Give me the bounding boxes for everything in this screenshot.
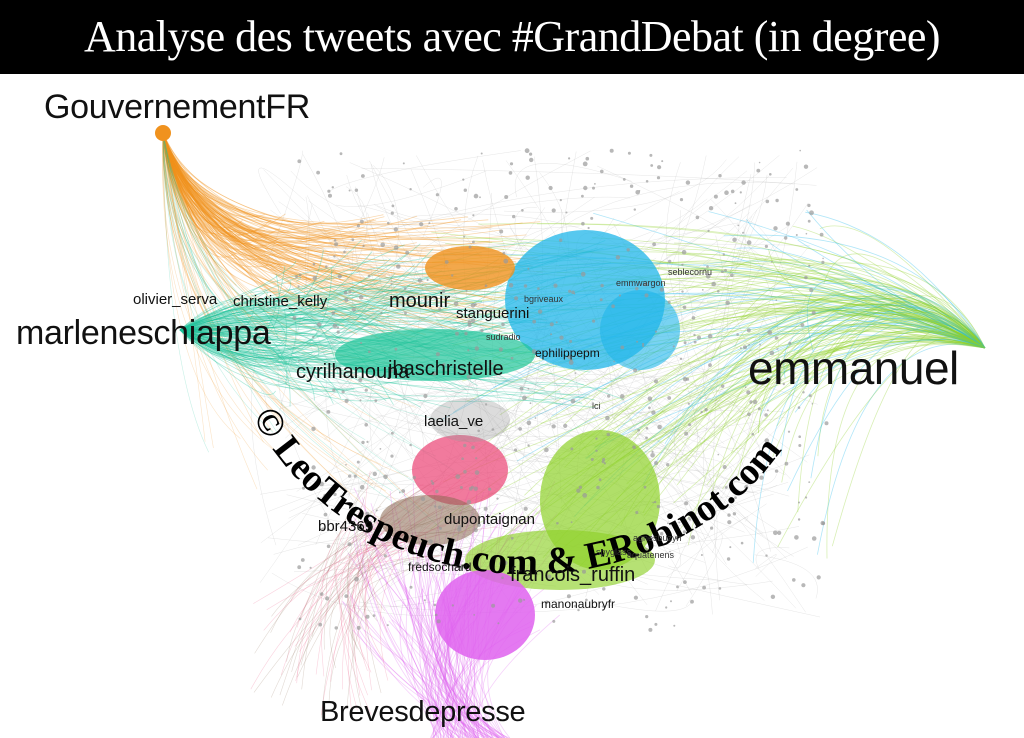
watermark-text: © LeoTrespeuch.com & ERobinot.com [245,400,790,584]
node-label-bgriveaux: bgriveaux [524,294,564,304]
network-graph: © LeoTrespeuch.com & ERobinot.com [155,125,986,738]
clusters-layer [335,230,680,660]
node-label-agnesbuzyn: agnesbuzyn [633,533,682,543]
node-label-cyrilhanouna: cyrilhanouna [296,361,410,383]
node-label-fredsochard: fredsochard [408,560,472,574]
gouvernementfr-node [155,125,171,141]
node-label-aquatenens: aquatenens [627,550,675,560]
node-label-emmwargon: emmwargon [616,278,666,288]
node-label-mounir: mounir [389,290,451,312]
node-label-lci: lci [592,401,601,411]
node-label-francois-ruffin: francois_ruffin [510,564,636,586]
node-label-stanguerini: stanguerini [456,305,530,322]
nodes-layer [292,148,829,632]
node-label-laelia-ve: laelia_ve [424,413,484,430]
node-label-spyglass: spyglass [596,547,632,557]
node-label-ephilippepm: ephilippepm [535,346,600,360]
node-label-manonaubryfr: manonaubryfr [541,597,616,611]
node-label-sudradio: sudradio [486,332,521,342]
node-label-gouvernementfr: GouvernementFR [44,88,311,126]
node-label-brevesdepresse: Brevesdepresse [320,696,526,728]
node-label-dupontaignan: dupontaignan [444,511,535,528]
node-label-emmanuel: emmanuel [748,342,959,394]
title-bar [0,0,1024,74]
node-label-christine-kelly: christine_kelly [233,293,328,310]
node-label-marleneschiappa: marleneschiappa [16,314,271,352]
node-label-jbaschristelle: jbaschristelle [388,358,504,380]
node-label-bbr4369: bbr4369 [318,518,374,535]
graph-title: Analyse des tweets avec #GrandDebat (in … [83,12,941,61]
node-label-olivier-serva: olivier_serva [133,291,218,308]
node-label-seblecornu: seblecornu [668,267,713,277]
